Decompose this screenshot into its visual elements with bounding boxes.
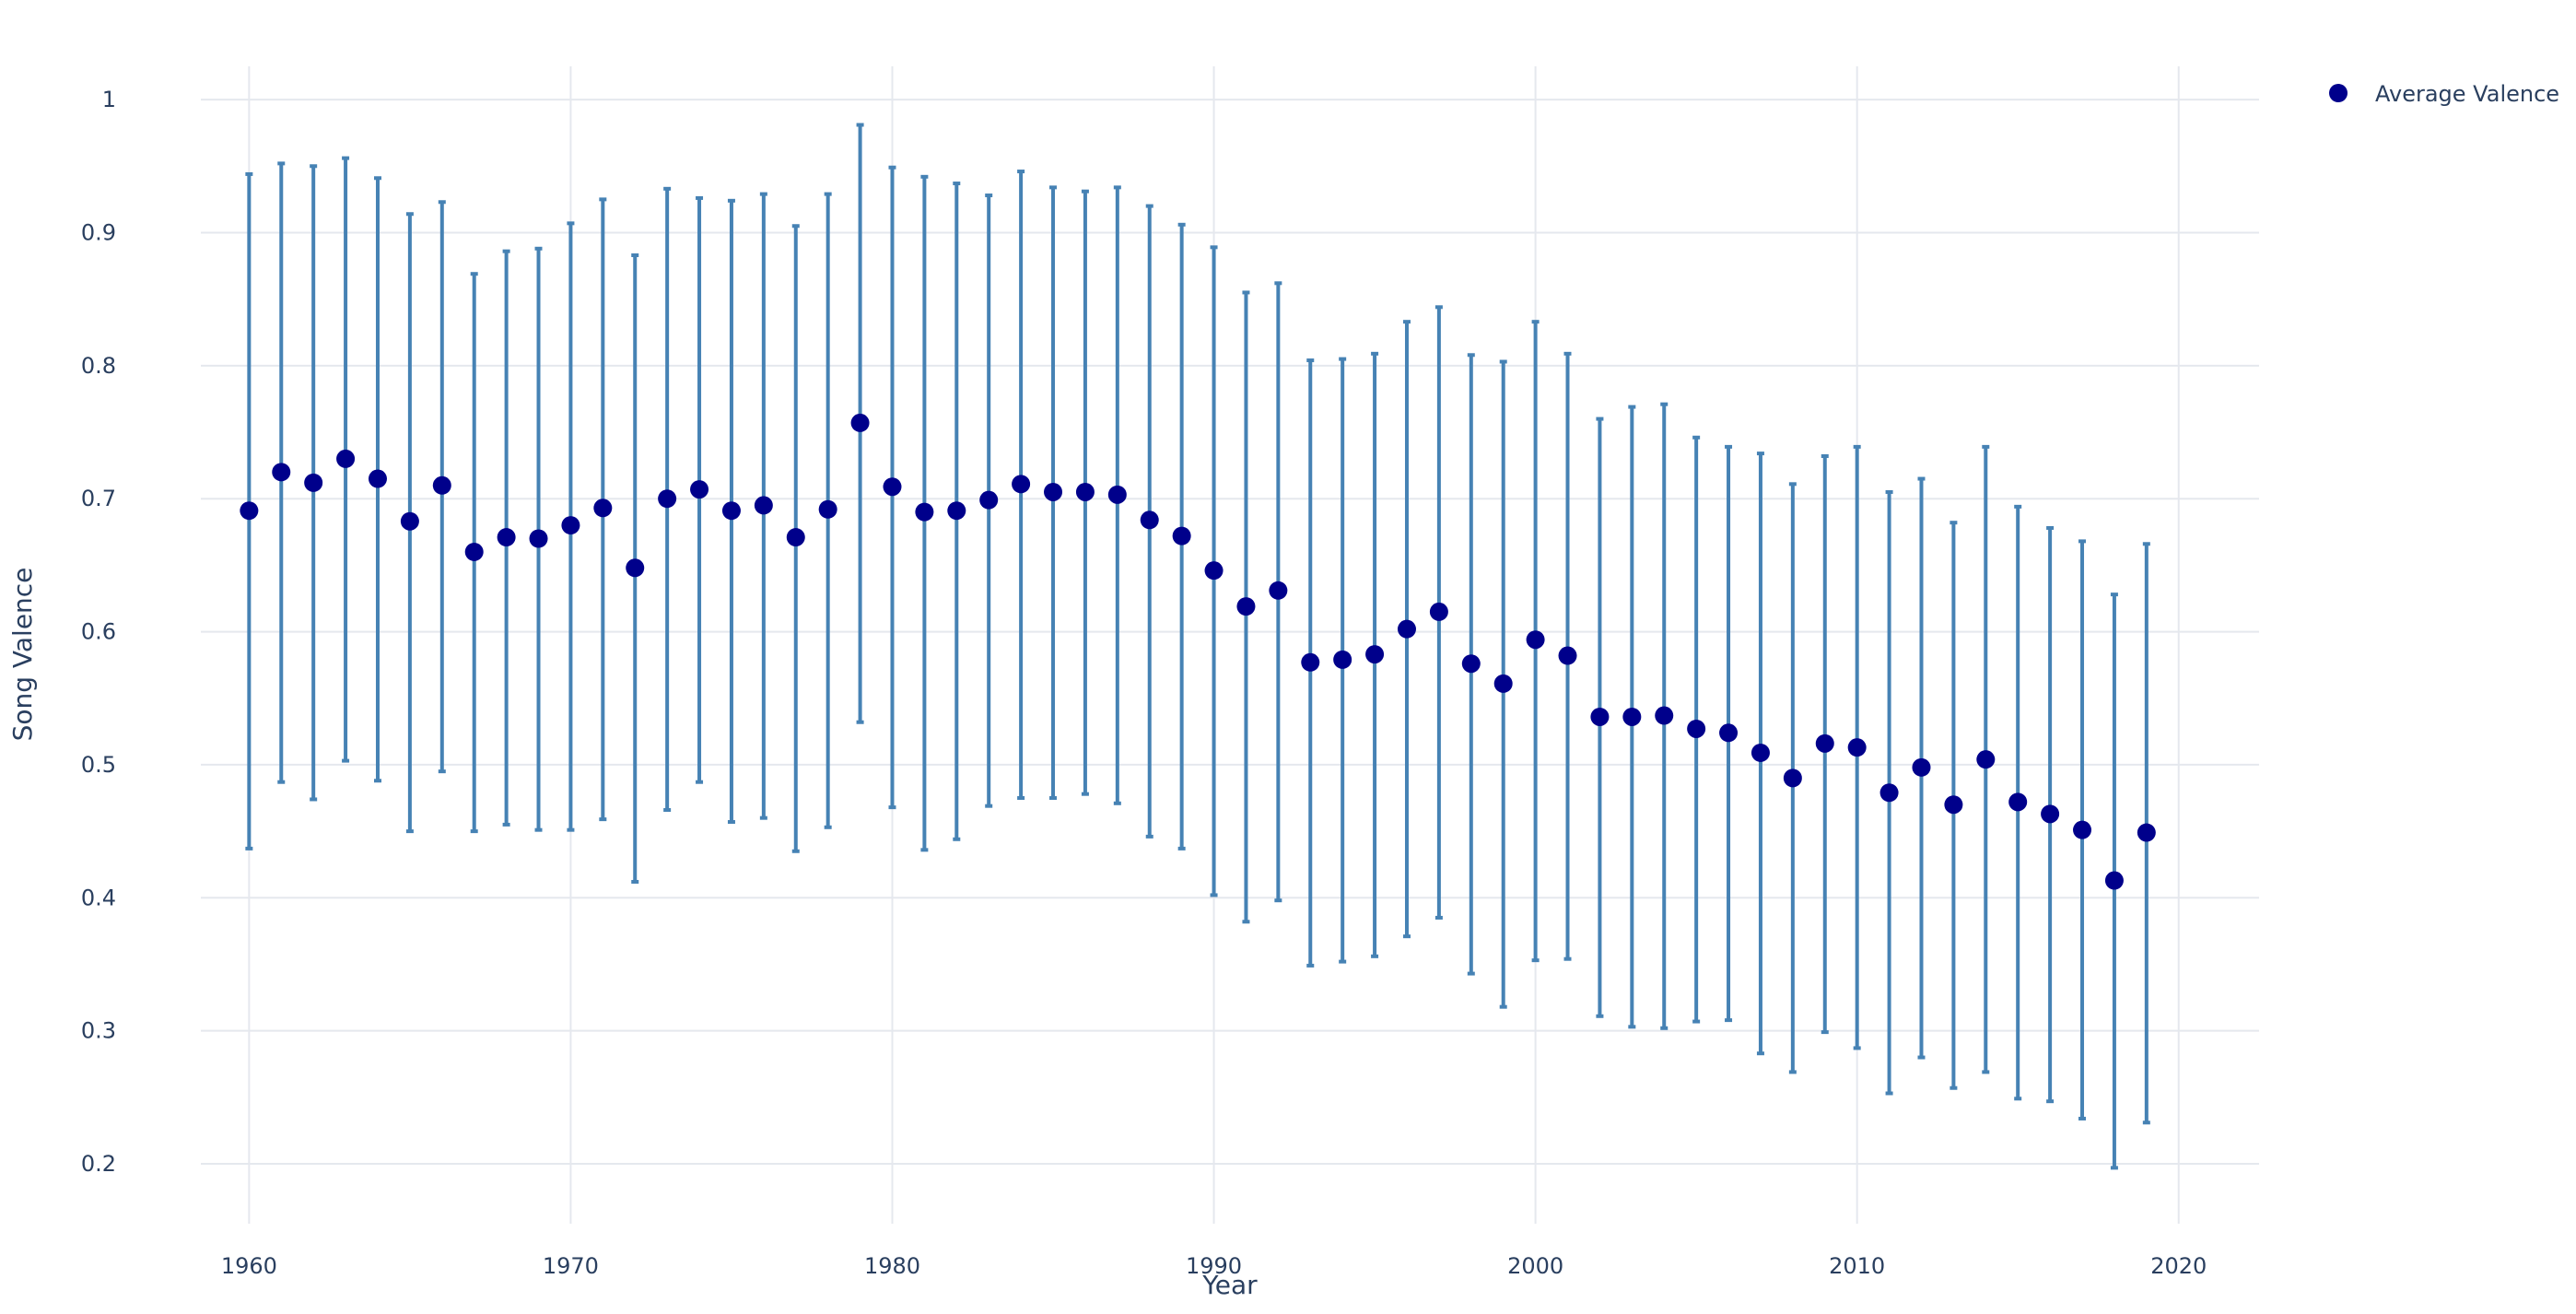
data-point: [1397, 619, 1416, 639]
x-tick-label: 1970: [543, 1253, 599, 1279]
data-point: [1622, 707, 1642, 726]
x-axis-title: Year: [1201, 1270, 1258, 1300]
data-point: [1429, 602, 1448, 621]
data-point: [658, 489, 677, 509]
data-point: [2104, 871, 2124, 890]
data-points: [240, 413, 2156, 890]
data-point: [272, 463, 291, 482]
data-point: [1075, 482, 1095, 501]
x-tick-label: 2020: [2150, 1253, 2207, 1279]
data-point: [2137, 823, 2156, 842]
data-point: [1847, 738, 1867, 757]
y-tick-label: 0.4: [81, 885, 116, 910]
data-point: [626, 558, 645, 578]
data-point: [883, 477, 902, 497]
data-point: [947, 501, 966, 521]
x-tick-label: 1960: [221, 1253, 277, 1279]
data-point: [1815, 733, 1834, 753]
data-point: [1719, 723, 1739, 743]
x-tick-label: 1990: [1186, 1253, 1242, 1279]
data-point: [1783, 768, 1802, 788]
data-point: [2041, 804, 2060, 824]
data-point: [1976, 750, 1996, 769]
x-tick-label: 1980: [864, 1253, 920, 1279]
data-point: [1012, 475, 1031, 494]
y-tick-label: 0.7: [81, 486, 116, 511]
data-point: [2008, 792, 2028, 812]
y-tick-label: 0.2: [81, 1151, 116, 1177]
data-point: [368, 469, 387, 488]
data-point: [400, 511, 419, 531]
tick-labels: 1960 1970 1980 1990 2000 2010 2020 0.2 0.3 0.4 0.5…: [81, 87, 2207, 1279]
data-point: [1493, 674, 1513, 693]
data-point: [1879, 783, 1899, 803]
data-point: [1365, 645, 1385, 664]
data-point: [979, 490, 999, 510]
y-tick-label: 0.9: [81, 219, 116, 245]
y-tick-label: 0.3: [81, 1018, 116, 1044]
x-tick-label: 2000: [1507, 1253, 1563, 1279]
data-point: [915, 502, 934, 522]
data-point: [1461, 654, 1481, 674]
data-point: [818, 499, 837, 519]
y-tick-label: 1: [102, 87, 116, 112]
legend-marker: [2329, 84, 2348, 102]
data-point: [497, 528, 516, 547]
data-point: [1107, 485, 1127, 504]
x-tick-label: 2010: [1829, 1253, 1885, 1279]
data-point: [1944, 795, 1963, 815]
data-point: [690, 480, 709, 499]
data-point: [1655, 706, 1674, 725]
y-axis-title: Song Valence: [7, 568, 38, 742]
data-point: [240, 501, 259, 521]
data-point: [786, 528, 805, 547]
data-point: [1333, 650, 1352, 669]
data-point: [721, 501, 741, 521]
data-point: [561, 516, 580, 535]
data-point: [1044, 482, 1063, 501]
y-tick-label: 0.8: [81, 353, 116, 379]
grid-lines: [201, 66, 2259, 1224]
data-point: [529, 529, 548, 548]
data-point: [2073, 820, 2092, 839]
data-point: [1558, 646, 1577, 665]
y-tick-label: 0.6: [81, 619, 116, 645]
data-point: [850, 413, 870, 432]
error-bars: [245, 123, 2150, 1170]
data-point: [304, 473, 323, 492]
data-point: [464, 542, 484, 561]
data-point: [432, 475, 451, 495]
data-point: [1236, 597, 1256, 616]
y-tick-label: 0.5: [81, 752, 116, 778]
data-point: [1172, 526, 1191, 546]
data-point: [1687, 719, 1706, 738]
legend[interactable]: Average Valence: [2329, 81, 2559, 107]
data-point: [1590, 707, 1610, 726]
data-point: [1751, 743, 1770, 762]
data-point: [1301, 652, 1320, 672]
data-point: [754, 496, 773, 515]
data-point: [1140, 510, 1159, 530]
data-point: [1912, 757, 1931, 777]
legend-label: Average Valence: [2375, 81, 2559, 107]
data-point: [336, 449, 356, 468]
data-point: [1526, 630, 1545, 650]
data-point: [1269, 581, 1288, 600]
data-point: [593, 499, 613, 518]
data-point: [1204, 561, 1224, 581]
